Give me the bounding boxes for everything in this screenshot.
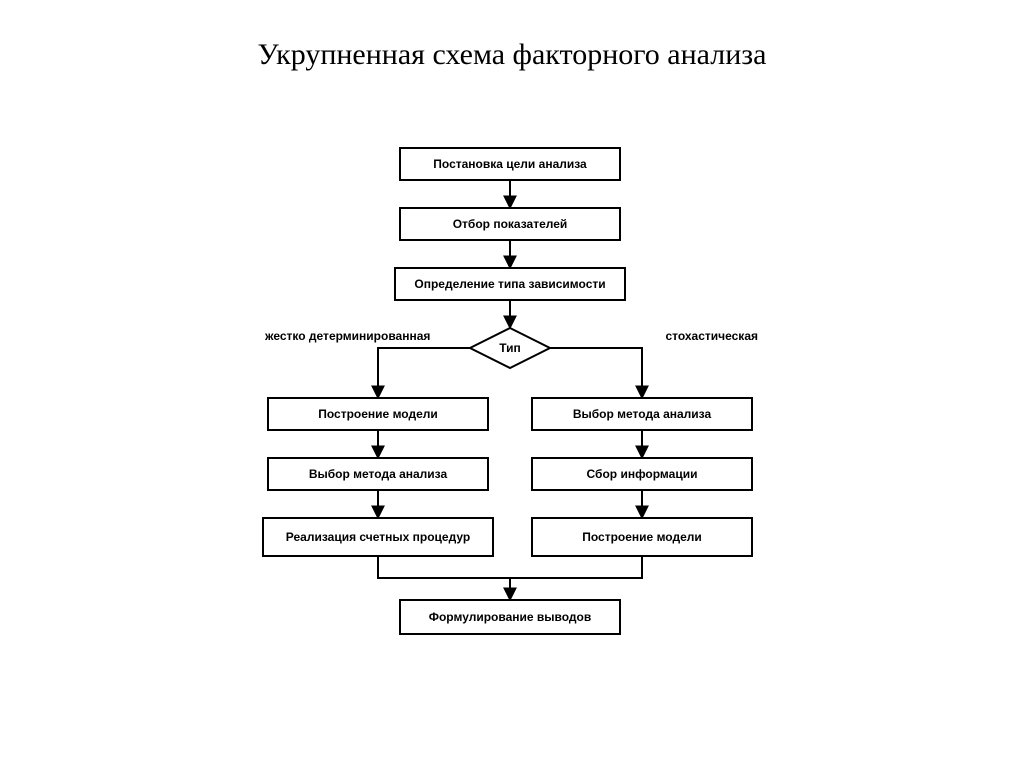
- flow-edge: [378, 556, 510, 600]
- flow-box-label: Построение модели: [318, 407, 438, 421]
- flow-box-label: Определение типа зависимости: [414, 277, 605, 291]
- branch-label: жестко детерминированная: [264, 329, 430, 343]
- flow-edge: [378, 348, 470, 398]
- flow-box-label: Выбор метода анализа: [309, 467, 448, 481]
- flow-box-label: Отбор показателей: [453, 217, 568, 231]
- flowchart-canvas: Постановка цели анализа Отбор показателей…: [0, 0, 1024, 767]
- flow-box-label: Выбор метода анализа: [573, 407, 712, 421]
- flow-box-label: Сбор информации: [587, 467, 698, 481]
- flow-decision-label: Тип: [499, 341, 521, 355]
- flow-edge: [550, 348, 642, 398]
- flow-box-label: Реализация счетных процедур: [286, 530, 470, 544]
- flow-box-label: Постановка цели анализа: [433, 157, 587, 171]
- flow-box-label: Формулирование выводов: [429, 610, 592, 624]
- branch-label: стохастическая: [665, 329, 758, 343]
- flow-edge: [510, 556, 642, 578]
- flow-box-label: Построение модели: [582, 530, 702, 544]
